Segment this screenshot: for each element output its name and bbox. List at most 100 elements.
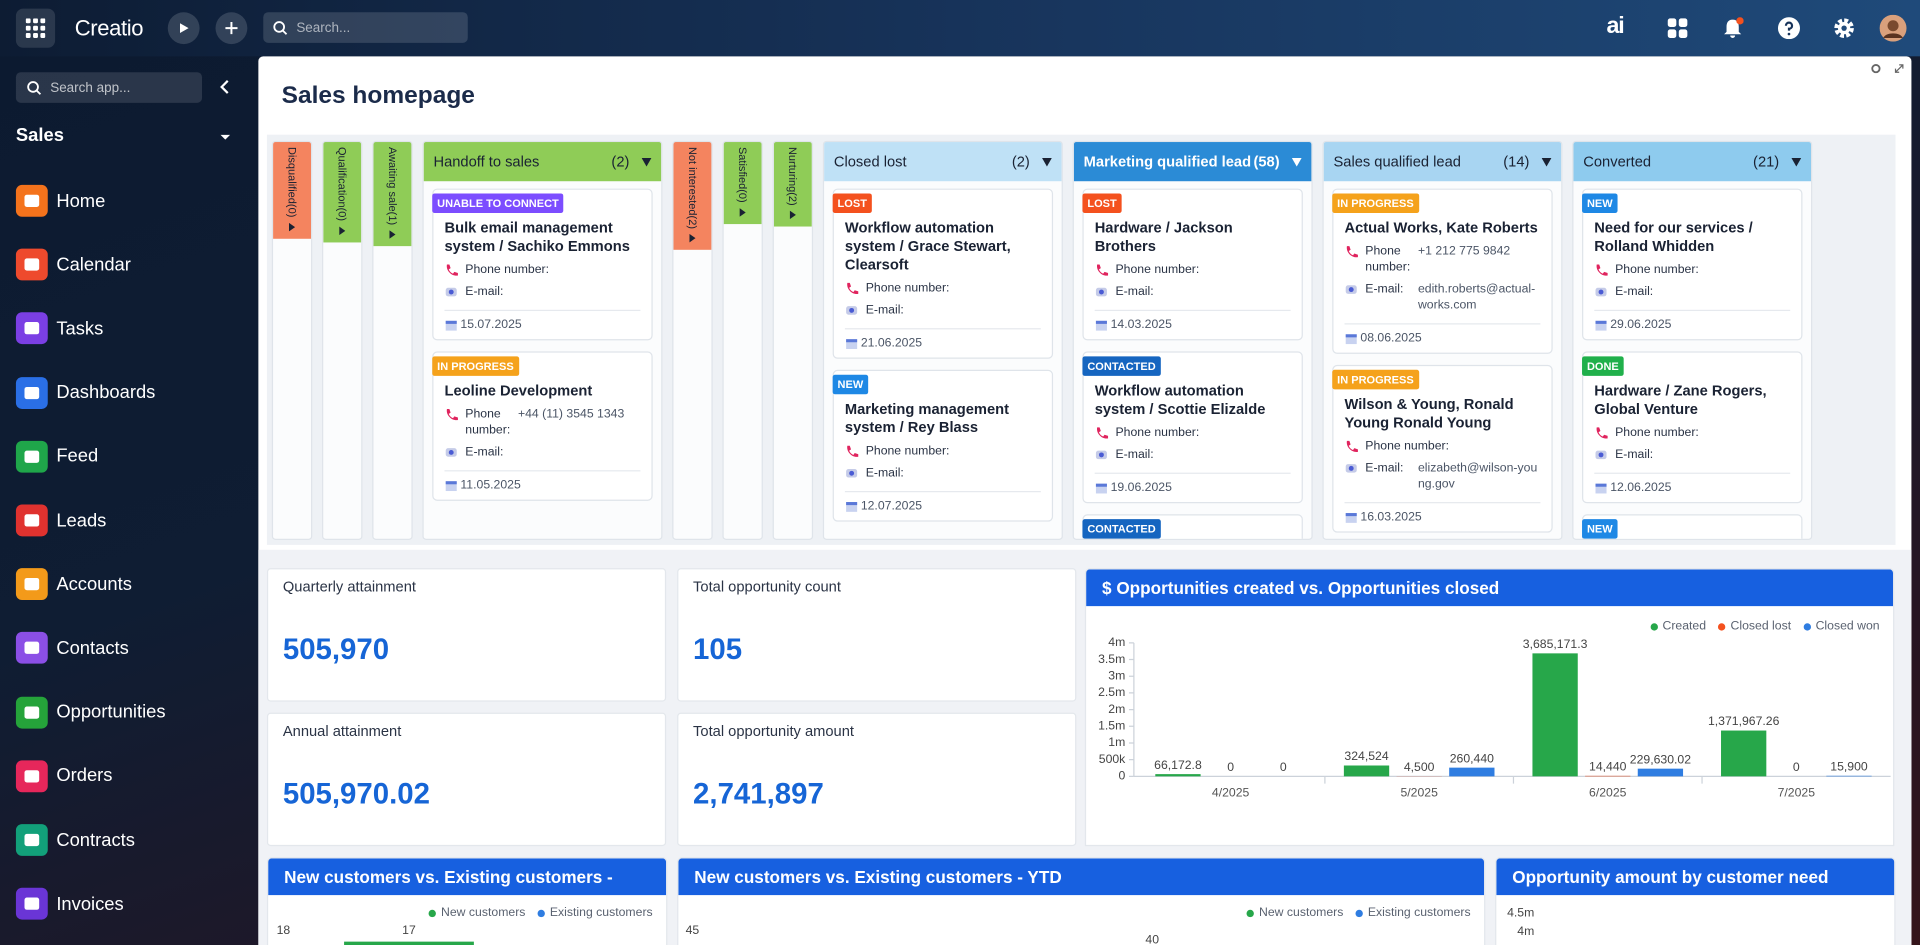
- stage-menu-arrow: [1291, 157, 1302, 166]
- x-tick-label: 4/2025: [1212, 786, 1250, 800]
- email-field: E-mail: elizabeth@wilson-young.gov: [1333, 457, 1551, 495]
- stage-header[interactable]: Disqualified(0): [273, 142, 312, 239]
- legend-item[interactable]: New customers: [1246, 906, 1343, 920]
- apps-menu-button[interactable]: [15, 8, 56, 48]
- lead-card[interactable]: NEW Marketing management system / Rey Bla…: [832, 369, 1054, 522]
- search-icon-part: [282, 29, 288, 35]
- ai-button[interactable]: ai: [1606, 13, 1625, 40]
- email-icon-part: [1098, 289, 1104, 295]
- nav-label: Feed: [56, 446, 99, 467]
- metric-value: 2,741,897: [693, 777, 824, 811]
- nav-glyph-part: [24, 642, 40, 655]
- date-value: 21.06.2025: [860, 336, 923, 351]
- stage-column: Closed lost (2) LOST Workflow automation sy…: [822, 140, 1063, 541]
- nav-item[interactable]: Contracts: [15, 824, 135, 856]
- lead-card[interactable]: IN PROGRESS Wilson & Young, Ronald Young …: [1332, 364, 1553, 533]
- lead-card[interactable]: UNABLE TO CONNECT Bulk email management s…: [432, 188, 653, 341]
- status-tag: NEW: [1582, 193, 1618, 214]
- global-search[interactable]: Search...: [263, 12, 468, 43]
- chart-legend: Created Closed lost Closed won: [1650, 619, 1880, 634]
- legend-item[interactable]: Existing customers: [537, 906, 653, 920]
- nav-item[interactable]: Dashboards: [15, 376, 155, 409]
- nav-item[interactable]: Opportunities: [15, 696, 166, 729]
- lead-card[interactable]: DONE Hardware / Zane Rogers, Global Ventu…: [1582, 351, 1803, 504]
- lead-card[interactable]: IN PROGRESS Actual Works, Kate Roberts Pho…: [1332, 188, 1553, 354]
- kanban-board: Disqualified(0) Qualification(0) Awaiting …: [266, 134, 1896, 545]
- calendar-icon: [1095, 320, 1107, 331]
- date-field: 08.06.2025: [1344, 323, 1541, 345]
- nav-icon: [15, 887, 48, 920]
- stage-label: Satisfied(0): [736, 146, 749, 203]
- nav-item[interactable]: Contacts: [15, 632, 129, 665]
- nav-glyph: [24, 578, 40, 591]
- nav-item[interactable]: Orders: [15, 760, 112, 792]
- workspace-selector[interactable]: Sales: [15, 124, 64, 146]
- status-tag: CONTACTED: [1082, 356, 1161, 376]
- email-icon: [1595, 287, 1607, 297]
- search-placeholder: Search...: [296, 20, 351, 35]
- phone-field: Phone number:: [1084, 258, 1302, 280]
- nav-item[interactable]: Invoices: [15, 887, 124, 920]
- metric-label: Total opportunity count: [693, 577, 841, 596]
- lead-card[interactable]: IN PROGRESS Leoline Development Phone numb…: [432, 351, 653, 501]
- nav-item[interactable]: Leads: [15, 504, 106, 537]
- nav-item[interactable]: Home: [15, 184, 105, 217]
- bar-value-label: 4,500: [1404, 760, 1435, 774]
- stage-menu-arrow-part: [1291, 157, 1302, 166]
- lead-card[interactable]: LOST Workflow automation system / Grace S…: [832, 188, 1054, 359]
- metric-tile: Total opportunity amount 2,741,897: [677, 712, 1077, 847]
- phone-icon-part: [446, 408, 458, 421]
- stage-column: Sales qualified lead (14) IN PROGRESS Actua…: [1322, 140, 1563, 541]
- bar: [1637, 768, 1684, 777]
- lead-card[interactable]: CONTACTED Workflow automation system / Sc…: [1082, 351, 1303, 504]
- phone-icon-part: [1096, 427, 1109, 439]
- phone-icon: [446, 408, 458, 421]
- date-field: 19.06.2025: [1094, 472, 1291, 495]
- nav-item[interactable]: Calendar: [15, 248, 131, 281]
- legend-item[interactable]: Created: [1650, 620, 1706, 633]
- stage-header[interactable]: Satisfied(0): [723, 142, 762, 224]
- stage-header[interactable]: Not interested(2): [673, 142, 712, 250]
- stage-header[interactable]: Awaiting sale(1): [373, 142, 412, 246]
- lead-card[interactable]: CONTACTEDAxiom, Ms. Alice Phillips: [1082, 514, 1303, 539]
- add-button[interactable]: [215, 12, 248, 45]
- page-title: Sales homepage: [281, 82, 475, 109]
- chart-panel: New customers vs. Existing customers - Y…: [677, 857, 1486, 945]
- email-label: E-mail:: [865, 303, 904, 318]
- lead-card[interactable]: NEW Need for our services / Rolland Whidd…: [1582, 188, 1803, 341]
- nav-item[interactable]: Accounts: [15, 568, 132, 601]
- lead-card[interactable]: LOST Hardware / Jackson Brothers Phone num…: [1082, 188, 1303, 341]
- stage-header[interactable]: Qualification(0): [323, 142, 362, 242]
- y-tick-label: 2m: [1108, 702, 1125, 716]
- legend-item[interactable]: New customers: [428, 906, 525, 920]
- metric-tile: Total opportunity count 105: [677, 568, 1077, 702]
- phone-label: Phone number:: [1615, 263, 1699, 277]
- legend-item[interactable]: Existing customers: [1355, 906, 1471, 920]
- nav-label: Calendar: [56, 254, 131, 276]
- notifications-icon-part: [1724, 19, 1742, 38]
- card-title: Bulk email management system / Sachiko E…: [444, 219, 630, 255]
- y-tick-label: 3m: [1108, 668, 1125, 682]
- plus-icon: [225, 22, 238, 35]
- collapsed-stage: Awaiting sale(1): [372, 140, 413, 541]
- legend-item[interactable]: Closed won: [1803, 619, 1880, 634]
- expand-arrow-part: [739, 207, 746, 217]
- legend-label: Closed won: [1815, 619, 1880, 634]
- calendar-icon-part: [1595, 320, 1607, 331]
- nav-glyph: [24, 194, 40, 207]
- lead-card[interactable]: NEW: [1582, 514, 1803, 539]
- nav-glyph-part: [24, 322, 40, 335]
- legend-item[interactable]: Closed lost: [1718, 620, 1791, 633]
- expand-arrow: [689, 233, 696, 243]
- nav-label: Contracts: [56, 829, 135, 851]
- run-process-button[interactable]: [167, 12, 200, 45]
- phone-icon-part: [1346, 246, 1358, 258]
- stage-header[interactable]: Nurturing(2): [773, 142, 812, 227]
- app-search[interactable]: Search app...: [15, 72, 203, 103]
- nav-item[interactable]: Feed: [15, 440, 99, 473]
- phone-label: Phone number:: [1115, 426, 1200, 440]
- card-title: Leoline Development: [444, 382, 593, 400]
- bar: [344, 941, 474, 945]
- nav-item[interactable]: Tasks: [15, 312, 103, 345]
- nav-glyph-part: [24, 258, 40, 271]
